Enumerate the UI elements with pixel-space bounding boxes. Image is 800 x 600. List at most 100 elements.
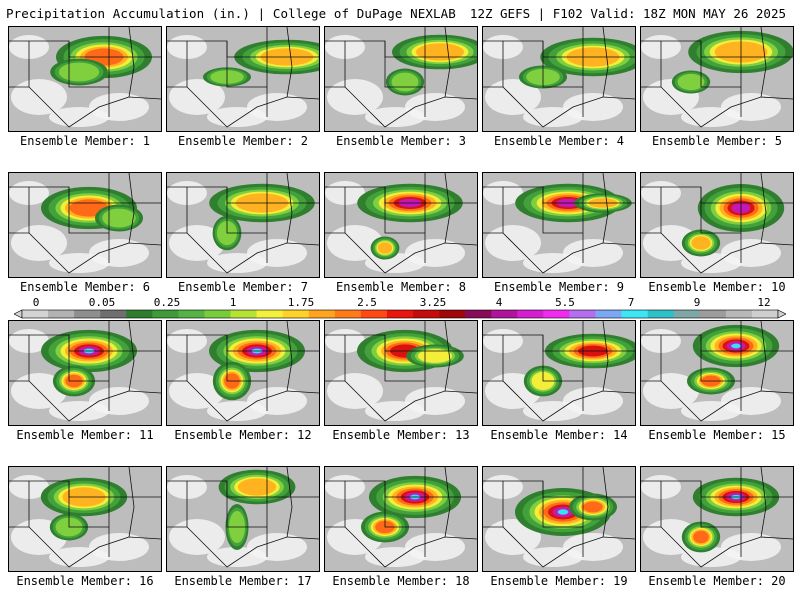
ensemble-map-panel [482, 26, 636, 132]
colorbar-segment [282, 310, 310, 318]
map-border-line [68, 335, 109, 382]
ensemble-member-label: Ensemble Member: 14 [490, 428, 628, 442]
map-border-line [602, 173, 609, 244]
ensemble-member-label: Ensemble Member: 1 [19, 134, 151, 148]
ensemble-member-label: Ensemble Member: 16 [16, 574, 154, 588]
colorbar-segment [334, 310, 362, 318]
colorbar-segment [74, 310, 101, 318]
map-border-line [384, 481, 425, 528]
ensemble-member-label: Ensemble Member: 13 [332, 428, 470, 442]
colorbar-segment [673, 310, 701, 318]
colorbar-segment [178, 310, 205, 318]
precipitation-map [483, 467, 635, 571]
map-border-line [226, 41, 267, 88]
map-border-line [602, 321, 609, 392]
ensemble-map-panel [166, 26, 320, 132]
precipitation-map [641, 173, 793, 277]
ensemble-map-panel [640, 172, 794, 278]
colorbar-tick-label: 0.25 [153, 296, 181, 309]
map-border-line [760, 467, 767, 538]
map-border-line [700, 481, 741, 528]
map-border-line [444, 27, 451, 98]
colorbar-segment [647, 310, 675, 318]
precipitation-map [641, 321, 793, 425]
ensemble-map-panel [8, 466, 162, 572]
map-border-line [68, 187, 109, 234]
map-border-line [760, 27, 767, 98]
ensemble-map-panel [324, 320, 478, 426]
ensemble-map-panel [482, 172, 636, 278]
ensemble-map-panel [324, 466, 478, 572]
map-border-line [444, 173, 451, 244]
precipitation-map [325, 321, 477, 425]
precipitation-map [641, 27, 793, 131]
colorbar-tick-label: 1 [229, 296, 237, 309]
colorbar-segment [465, 310, 492, 318]
map-border-line [128, 321, 135, 392]
map-border-line [384, 41, 425, 88]
precipitation-map [167, 173, 319, 277]
map-border-line [700, 335, 741, 382]
colorbar-min-arrow [14, 309, 23, 319]
ensemble-member-label: Ensemble Member: 15 [648, 428, 786, 442]
map-border-line [542, 335, 583, 382]
map-border-line [542, 481, 583, 528]
colorbar-tick-label: 1.75 [287, 296, 315, 309]
colorbar-segment [725, 310, 753, 318]
precipitation-map [325, 27, 477, 131]
map-border-line [602, 27, 609, 98]
precipitation-map [641, 467, 793, 571]
ensemble-map-panel [166, 320, 320, 426]
colorbar-segment [22, 310, 49, 318]
map-border-line [68, 41, 109, 88]
ensemble-map-panel [8, 26, 162, 132]
ensemble-map-panel [640, 26, 794, 132]
colorbar-segment [256, 310, 283, 318]
map-border-line [700, 41, 741, 88]
precipitation-map [9, 173, 161, 277]
colorbar-tick-label: 4 [495, 296, 503, 309]
ensemble-map-panel [324, 26, 478, 132]
colorbar-segment [621, 310, 648, 318]
ensemble-member-label: Ensemble Member: 6 [19, 280, 151, 294]
ensemble-member-label: Ensemble Member: 18 [332, 574, 470, 588]
ensemble-member-label: Ensemble Member: 4 [493, 134, 625, 148]
map-title: Precipitation Accumulation (in.) | Colle… [6, 6, 456, 21]
precipitation-map [325, 467, 477, 571]
map-border-line [384, 187, 425, 234]
ensemble-map-panel [166, 172, 320, 278]
colorbar-segment [204, 310, 231, 318]
colorbar-tick-label: 2.5 [357, 296, 377, 309]
ensemble-map-panel [166, 466, 320, 572]
colorbar-segment [413, 310, 440, 318]
map-border-line [602, 467, 609, 538]
colorbar-max-arrow [777, 309, 786, 319]
precipitation-map [325, 173, 477, 277]
colorbar-segment [360, 310, 388, 318]
colorbar-segment [100, 310, 127, 318]
precipitation-map [483, 321, 635, 425]
map-border-line [286, 173, 293, 244]
precipitation-map [167, 321, 319, 425]
ensemble-member-label: Ensemble Member: 10 [648, 280, 786, 294]
colorbar-segment [386, 310, 414, 318]
colorbar-segment [126, 310, 153, 318]
ensemble-map-panel [8, 320, 162, 426]
ensemble-map-panel [640, 466, 794, 572]
map-border-line [128, 27, 135, 98]
colorbar-segment [569, 310, 596, 318]
ensemble-map-panel [482, 466, 636, 572]
ensemble-member-label: Ensemble Member: 19 [490, 574, 628, 588]
map-border-line [444, 321, 451, 392]
colorbar-segment [699, 310, 727, 318]
colorbar-segment [48, 310, 75, 318]
ensemble-member-label: Ensemble Member: 3 [335, 134, 467, 148]
ensemble-member-label: Ensemble Member: 7 [177, 280, 309, 294]
map-border-line [128, 173, 135, 244]
colorbar-segment [543, 310, 570, 318]
ensemble-member-label: Ensemble Member: 17 [174, 574, 312, 588]
map-border-line [68, 481, 109, 528]
precipitation-map [9, 467, 161, 571]
map-border-line [700, 187, 741, 234]
map-border-line [542, 41, 583, 88]
